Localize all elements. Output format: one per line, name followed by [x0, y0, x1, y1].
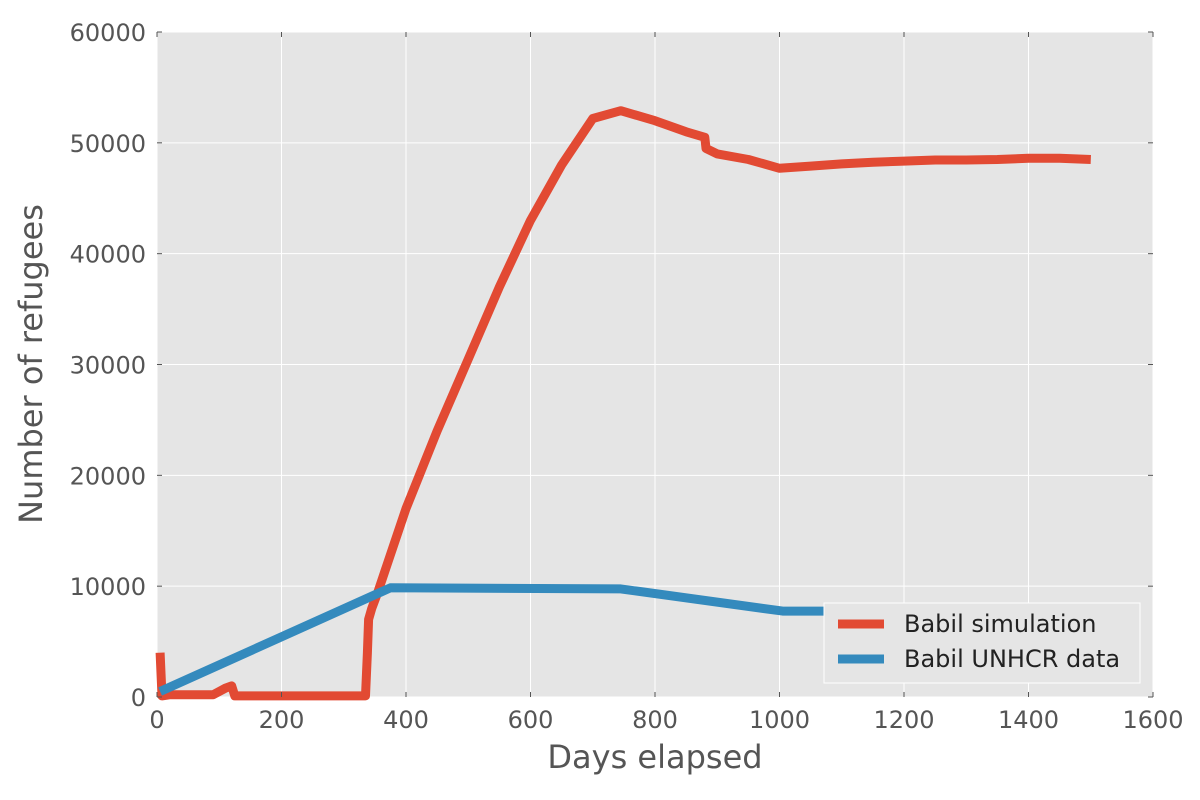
- x-tick-label-1000: 1000: [749, 706, 810, 734]
- y-tick-label-40000: 40000: [70, 241, 146, 269]
- x-tick-label-1400: 1400: [998, 706, 1059, 734]
- tick-marks: [156, 31, 1154, 698]
- series-lines: [155, 106, 1091, 701]
- x-tick-label-800: 800: [632, 706, 678, 734]
- y-tick-label-30000: 30000: [70, 352, 146, 380]
- legend-box: [823, 602, 1141, 684]
- legend: Babil simulation Babil UNHCR data: [823, 602, 1141, 684]
- x-tick-label-0: 0: [149, 706, 164, 734]
- x-tick-label-400: 400: [383, 706, 429, 734]
- x-tick-label-1200: 1200: [873, 706, 934, 734]
- x-tick-label-600: 600: [508, 706, 554, 734]
- y-tick-label-20000: 20000: [70, 462, 146, 490]
- y-tick-label-10000: 10000: [70, 573, 146, 601]
- tick-labels: 0 200 400 600 800 1000 1200 1400 1600 0 10000 20000…: [70, 19, 1184, 734]
- x-tick-label-1600: 1600: [1122, 706, 1183, 734]
- y-tick-label-60000: 60000: [70, 19, 146, 47]
- series-line-unhcr: [158, 583, 827, 696]
- series-line-simulation: [155, 106, 1091, 701]
- y-tick-label-0: 0: [131, 684, 146, 712]
- y-tick-label-50000: 50000: [70, 130, 146, 158]
- legend-label-unhcr: Babil UNHCR data: [904, 645, 1120, 673]
- y-axis-label: Number of refugees: [12, 204, 50, 524]
- x-tick-label-200: 200: [259, 706, 305, 734]
- legend-label-simulation: Babil simulation: [904, 610, 1096, 638]
- x-axis-label: Days elapsed: [547, 738, 762, 776]
